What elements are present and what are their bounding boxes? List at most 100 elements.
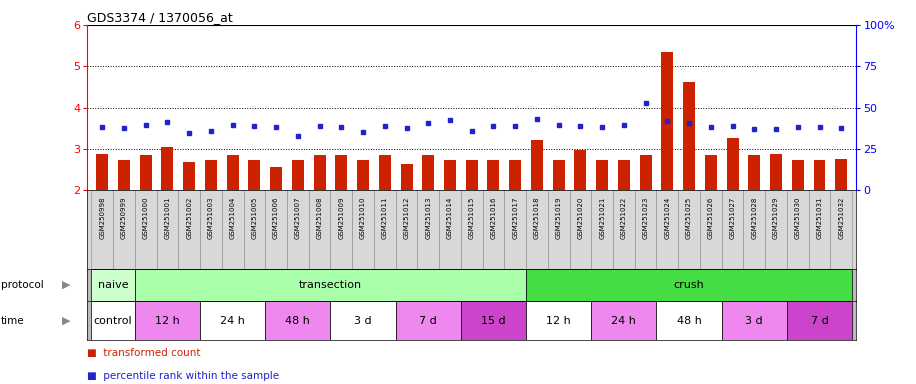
- Bar: [205, 161, 217, 190]
- Bar: [548, 190, 570, 269]
- Bar: [422, 155, 434, 190]
- Text: ■  percentile rank within the sample: ■ percentile rank within the sample: [87, 371, 279, 381]
- Bar: [509, 161, 521, 190]
- Bar: [831, 190, 852, 269]
- Bar: [157, 190, 179, 269]
- Bar: [309, 190, 331, 269]
- Text: protocol: protocol: [1, 280, 44, 290]
- Bar: [266, 301, 331, 340]
- Bar: [352, 190, 374, 269]
- Text: GDS3374 / 1370056_at: GDS3374 / 1370056_at: [87, 12, 233, 25]
- Text: time: time: [1, 316, 25, 326]
- Bar: [787, 190, 809, 269]
- Bar: [635, 190, 657, 269]
- Text: 48 h: 48 h: [286, 316, 311, 326]
- Bar: [526, 301, 592, 340]
- Text: GSM251021: GSM251021: [599, 196, 605, 239]
- Bar: [444, 161, 456, 190]
- Bar: [813, 161, 825, 190]
- Bar: [726, 139, 738, 190]
- Text: GSM251030: GSM251030: [795, 196, 801, 239]
- Text: GSM251001: GSM251001: [165, 196, 170, 239]
- Bar: [331, 301, 396, 340]
- Bar: [418, 190, 439, 269]
- Text: GSM251020: GSM251020: [577, 196, 583, 239]
- Text: 24 h: 24 h: [612, 316, 637, 326]
- Bar: [113, 190, 135, 269]
- Bar: [287, 190, 309, 269]
- Bar: [179, 190, 200, 269]
- Bar: [596, 161, 608, 190]
- Bar: [526, 190, 548, 269]
- Bar: [465, 161, 478, 190]
- Bar: [791, 161, 803, 190]
- Text: GSM251015: GSM251015: [469, 196, 474, 239]
- Text: GSM251003: GSM251003: [208, 196, 214, 239]
- Bar: [657, 190, 678, 269]
- Bar: [461, 301, 526, 340]
- Bar: [292, 161, 304, 190]
- Bar: [439, 190, 461, 269]
- Text: 15 d: 15 d: [481, 316, 506, 326]
- Bar: [396, 190, 418, 269]
- Text: GSM251005: GSM251005: [251, 196, 257, 239]
- Text: GSM251026: GSM251026: [708, 196, 714, 239]
- Bar: [487, 161, 499, 190]
- Bar: [574, 150, 586, 190]
- Text: GSM251025: GSM251025: [686, 196, 692, 238]
- Bar: [592, 190, 613, 269]
- Text: GSM250998: GSM250998: [99, 196, 105, 239]
- Text: GSM251008: GSM251008: [317, 196, 322, 239]
- Bar: [552, 161, 564, 190]
- Text: GSM251007: GSM251007: [295, 196, 300, 239]
- Bar: [809, 190, 831, 269]
- Bar: [92, 269, 135, 301]
- Bar: [135, 269, 526, 301]
- Bar: [678, 190, 700, 269]
- Bar: [357, 161, 369, 190]
- Text: 48 h: 48 h: [677, 316, 702, 326]
- Text: GSM250999: GSM250999: [121, 196, 127, 239]
- Text: GSM251029: GSM251029: [773, 196, 779, 239]
- Bar: [379, 155, 391, 190]
- Text: GSM251010: GSM251010: [360, 196, 366, 239]
- Bar: [222, 190, 244, 269]
- Bar: [765, 190, 787, 269]
- Text: 7 d: 7 d: [811, 316, 828, 326]
- Bar: [722, 301, 787, 340]
- Bar: [135, 190, 157, 269]
- Text: GSM251024: GSM251024: [664, 196, 671, 238]
- Text: GSM251006: GSM251006: [273, 196, 279, 239]
- Text: 12 h: 12 h: [546, 316, 571, 326]
- Text: 24 h: 24 h: [220, 316, 245, 326]
- Bar: [335, 155, 347, 190]
- Text: 7 d: 7 d: [420, 316, 437, 326]
- Bar: [639, 155, 651, 190]
- Bar: [374, 190, 396, 269]
- Text: GSM251009: GSM251009: [338, 196, 344, 239]
- Bar: [592, 301, 657, 340]
- Text: GSM251000: GSM251000: [143, 196, 148, 239]
- Bar: [331, 190, 352, 269]
- Text: GSM251018: GSM251018: [534, 196, 540, 239]
- Text: GSM251004: GSM251004: [230, 196, 235, 239]
- Text: GSM251031: GSM251031: [816, 196, 823, 239]
- Bar: [270, 167, 282, 190]
- Bar: [92, 190, 113, 269]
- Text: GSM251014: GSM251014: [447, 196, 453, 239]
- Text: 3 d: 3 d: [746, 316, 763, 326]
- Bar: [835, 159, 847, 190]
- Text: GSM251012: GSM251012: [404, 196, 409, 239]
- Bar: [266, 190, 287, 269]
- Text: transection: transection: [299, 280, 362, 290]
- Bar: [483, 190, 505, 269]
- Text: control: control: [93, 316, 133, 326]
- Text: ■  transformed count: ■ transformed count: [87, 348, 201, 358]
- Text: ▶: ▶: [62, 316, 71, 326]
- Text: GSM251002: GSM251002: [186, 196, 192, 239]
- Bar: [92, 301, 135, 340]
- Text: crush: crush: [674, 280, 704, 290]
- Bar: [135, 301, 200, 340]
- Bar: [461, 190, 483, 269]
- Text: GSM251019: GSM251019: [556, 196, 562, 239]
